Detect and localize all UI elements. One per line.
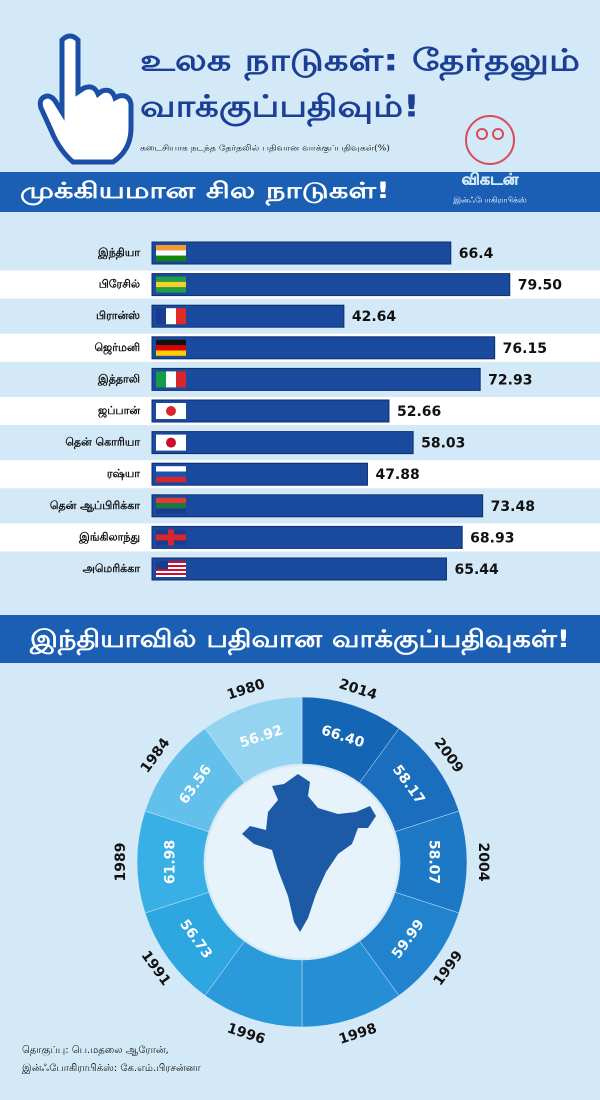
bar	[151, 557, 447, 581]
category-label: தென் ஆப்பிரிக்கா	[50, 499, 140, 513]
flag-stripe	[156, 281, 186, 288]
flag-stripe	[166, 371, 176, 388]
value-label: 76.15	[503, 341, 547, 357]
flag-stripe	[156, 245, 186, 251]
category-label: ஜெர்மனி	[95, 341, 141, 355]
section-title: முக்கியமான சில நாடுகள்!	[20, 179, 390, 206]
flag-stripe	[156, 276, 186, 282]
value-label: 66.4	[459, 246, 494, 262]
flag-dot	[166, 437, 176, 448]
flag-stripe	[156, 508, 186, 514]
value-label: 73.48	[491, 499, 535, 515]
flag-stripe	[156, 466, 186, 472]
bar	[151, 494, 484, 518]
flag-stripe	[156, 308, 166, 325]
value-label: 58.03	[421, 436, 465, 452]
flag-stripe	[156, 503, 186, 509]
flag-canton	[156, 561, 168, 569]
value-label: 72.93	[488, 372, 532, 388]
bar	[151, 399, 390, 423]
subtitle: கடைசியாக நடந்த தேர்தலில் பதிவான வாக்குப்…	[140, 144, 390, 154]
india-map	[242, 774, 376, 932]
value-label: 61.98	[163, 840, 179, 884]
flag-stripe	[156, 565, 186, 567]
logo-eye	[476, 128, 488, 140]
value-label: 52.66	[397, 404, 441, 420]
logo-eye	[492, 128, 504, 140]
flag-stripe	[156, 250, 186, 256]
category-label: பிரான்ஸ்	[96, 309, 140, 322]
flag-stripe	[156, 471, 186, 477]
flag-stripe	[156, 476, 186, 483]
flag-stripe	[156, 287, 186, 293]
flag-stripe	[156, 573, 186, 575]
bar	[151, 273, 511, 297]
bar	[151, 367, 481, 391]
category-label: ரஷ்யா	[107, 467, 140, 480]
year-label: 1989	[113, 843, 129, 882]
category-label: இத்தாலி	[97, 372, 140, 386]
flag-stripe	[156, 561, 186, 563]
credit: இன்ஃபோகிராபிக்ஸ்: கே.எம்.பிரசன்னா	[22, 1063, 201, 1074]
donut-segment	[204, 696, 303, 784]
category-label: தென் கொரியா	[65, 436, 140, 450]
flag-stripe	[156, 339, 186, 346]
flag-stripe	[156, 255, 186, 261]
bar	[151, 304, 345, 328]
bar	[151, 336, 496, 360]
value-label: 42.64	[352, 309, 397, 325]
flag-stripe	[156, 497, 186, 504]
category-label: அமெரிக்கா	[83, 562, 141, 575]
flag-stripe	[156, 350, 186, 356]
logo-sub: இன்ஃபோகிராபிக்ஸ்	[453, 196, 527, 206]
title-line: வாக்குப்பதிவும்!	[140, 90, 420, 128]
category-label: ஜப்பான்	[98, 404, 140, 418]
value-label: 79.50	[518, 278, 563, 294]
credit: தொகுப்பு: பெ.மதலை ஆரோன்,	[22, 1045, 169, 1057]
value-label: 68.93	[470, 530, 514, 546]
category-label: இங்கிலாந்து	[78, 530, 140, 544]
value-label: 65.44	[454, 562, 499, 578]
value-label: 58.07	[426, 840, 442, 884]
bar	[151, 241, 452, 265]
flag-stripe	[156, 345, 186, 351]
flag-stripe	[156, 371, 166, 388]
flag-dot	[166, 406, 176, 416]
bar	[151, 431, 414, 455]
value-label: 47.88	[375, 467, 419, 483]
section-title: இந்தியாவில் பதிவான வாக்குப்பதிவுகள்!	[29, 625, 570, 656]
finger-icon	[37, 33, 134, 165]
year-label: 2004	[475, 843, 491, 882]
flag-stripe	[166, 308, 176, 325]
flag-stripe	[176, 371, 186, 388]
flag-stripe	[156, 569, 186, 571]
bar	[151, 525, 463, 549]
bar-chart: இந்தியா 66.4 பிரேசில் 79.50 பிரான்ஸ் 42.64 ஜெர…	[0, 239, 600, 583]
bar	[151, 462, 368, 486]
section-band	[0, 615, 600, 663]
category-label: பிரேசில்	[99, 278, 140, 291]
category-label: இந்தியா	[97, 246, 140, 260]
flag-stripe	[176, 308, 186, 325]
logo-face	[465, 115, 515, 165]
title-line: உலக நாடுகள்: தேர்தலும்	[140, 44, 580, 82]
logo: விகடன்	[462, 170, 519, 189]
section-band	[0, 172, 600, 212]
flag-cross	[156, 534, 186, 541]
